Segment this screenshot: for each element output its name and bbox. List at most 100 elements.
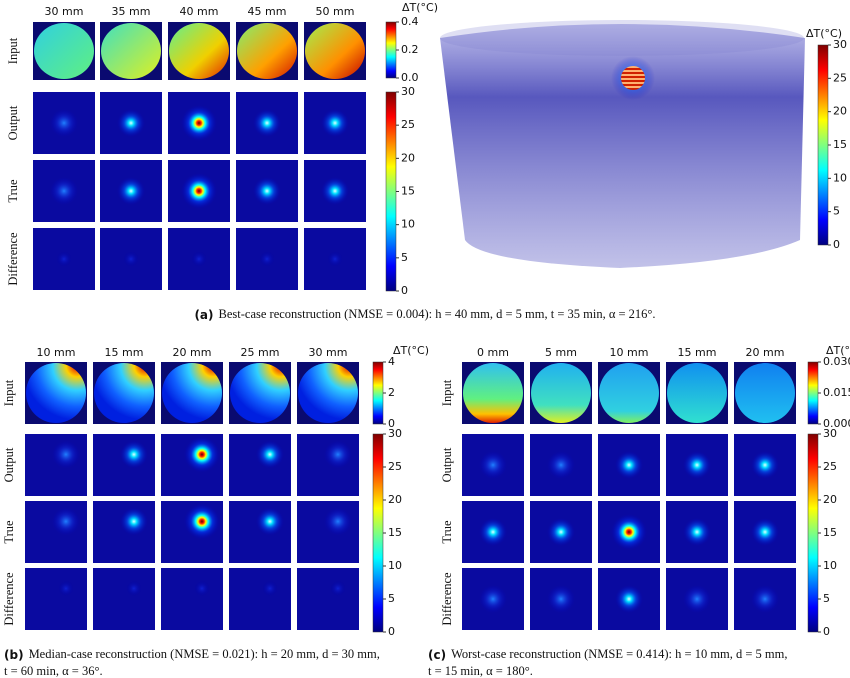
row-label: Output — [2, 447, 16, 482]
image-cell — [229, 501, 291, 563]
input-disc — [101, 23, 161, 79]
image-cell — [297, 434, 359, 496]
image-cell — [93, 434, 155, 496]
colorbar-tick-label: 30 — [388, 427, 402, 440]
row-label: Output — [440, 447, 454, 482]
colorbar-tick-label: 20 — [401, 151, 415, 164]
caption-tag: (b) — [4, 648, 24, 662]
image-cell — [25, 568, 87, 630]
colorbar-tick-label: 2 — [388, 386, 395, 399]
column-label: 20 mm — [173, 346, 212, 359]
colorbar-tick-label: 0 — [823, 625, 830, 638]
panel: 0 mm 5 mm 10 mm 15 mm 20 mm Input Output True Di… — [428, 344, 850, 678]
heat-spot — [57, 580, 74, 597]
heat-spot — [255, 440, 284, 469]
colorbar-tick-label: 25 — [388, 460, 402, 473]
heat-spot — [323, 507, 352, 536]
image-cell — [161, 568, 223, 630]
colorbar-tick-label: 0.4 — [401, 15, 419, 28]
column-label: 5 mm — [545, 346, 577, 359]
heat-spot — [751, 585, 779, 613]
colorbar-tick-label: 10 — [833, 171, 847, 184]
heat-spot — [261, 580, 278, 597]
input-disc — [162, 363, 222, 423]
heat-spot — [50, 177, 78, 205]
heat-spot — [117, 177, 145, 205]
caption: (b) Median-case reconstruction (NMSE = 0.… — [4, 647, 380, 662]
heat-spot — [259, 251, 275, 267]
image-cell — [229, 434, 291, 496]
heat-spot — [123, 251, 139, 267]
colorbar-tick-label: 0.000 — [823, 417, 850, 430]
column-label: 40 mm — [180, 5, 219, 18]
heat-spot — [683, 585, 711, 613]
row-label: Difference — [440, 572, 454, 626]
colorbar-tick-label: 30 — [401, 85, 415, 98]
heat-spot — [50, 109, 78, 137]
caption-tag: (c) — [428, 648, 446, 662]
colorbar-title: ΔT(°C) — [393, 344, 429, 357]
colorbar-tick-label: 25 — [401, 118, 415, 131]
colorbar-tick-label: 0 — [388, 625, 395, 638]
colorbar-tick-label: 30 — [823, 427, 837, 440]
colorbar-tick-label: 5 — [833, 205, 840, 218]
heat-spot — [751, 451, 779, 479]
column-label: 15 mm — [105, 346, 144, 359]
row-label: Output — [6, 105, 20, 140]
colorbar-tick-label: 0 — [388, 417, 395, 430]
column-label: 10 mm — [610, 346, 649, 359]
image-cell — [93, 568, 155, 630]
colorbar — [372, 433, 384, 633]
panel: 10 mm 15 mm 20 mm 25 mm 30 mm Input Output True… — [2, 344, 429, 678]
caption-text: Worst-case reconstruction (NMSE = 0.414)… — [451, 647, 787, 661]
caption: (c) Worst-case reconstruction (NMSE = 0.4… — [428, 647, 788, 662]
input-disc — [599, 363, 659, 423]
caption-text: Median-case reconstruction (NMSE = 0.021… — [29, 647, 380, 661]
heat-spot — [56, 251, 72, 267]
column-label: 30 mm — [309, 346, 348, 359]
row-label: Input — [440, 379, 454, 406]
image-cell — [297, 568, 359, 630]
colorbar-tick-label: 15 — [833, 138, 847, 151]
input-disc — [667, 363, 727, 423]
input-disc — [531, 363, 591, 423]
input-disc — [94, 363, 154, 423]
image-cell — [25, 434, 87, 496]
heat-spot — [323, 440, 352, 469]
heat-spot — [329, 580, 346, 597]
colorbar-tick-label: 20 — [823, 493, 837, 506]
heat-spot — [479, 518, 507, 546]
heat-spot — [751, 518, 779, 546]
heat-spot — [611, 514, 647, 550]
caption-text: t = 60 min, α = 36°. — [4, 664, 103, 678]
heat-spot — [615, 585, 643, 613]
row-label: Input — [2, 379, 16, 406]
heat-spot — [253, 109, 281, 137]
heat-spot — [193, 580, 210, 597]
heat-spot — [683, 451, 711, 479]
heat-spot — [255, 507, 284, 536]
heat-spot — [327, 251, 343, 267]
input-disc — [34, 23, 94, 79]
heat-spot — [547, 518, 575, 546]
colorbar — [385, 21, 397, 79]
colorbar-tick-label: 25 — [823, 460, 837, 473]
image-cell — [297, 501, 359, 563]
row-label: Input — [6, 37, 20, 64]
colorbar-title: ΔT(°C) — [402, 1, 438, 14]
colorbar-tick-label: 0.0 — [401, 71, 419, 84]
heat-spot — [183, 436, 220, 473]
colorbar-tick-label: 4 — [388, 355, 395, 368]
caption-text: Best-case reconstruction (NMSE = 0.004):… — [219, 307, 656, 321]
image-cell — [93, 501, 155, 563]
column-label: 50 mm — [316, 5, 355, 18]
image-cell — [229, 568, 291, 630]
input-disc — [735, 363, 795, 423]
column-label: 20 mm — [746, 346, 785, 359]
colorbar-tick-label: 5 — [401, 251, 408, 264]
volume-colorbar: ΔT(°C) 0 5 10 15 20 25 30 — [806, 27, 847, 251]
heat-spot — [547, 451, 575, 479]
image-cell — [25, 501, 87, 563]
heat-spot — [683, 518, 711, 546]
row-label: True — [440, 520, 454, 544]
